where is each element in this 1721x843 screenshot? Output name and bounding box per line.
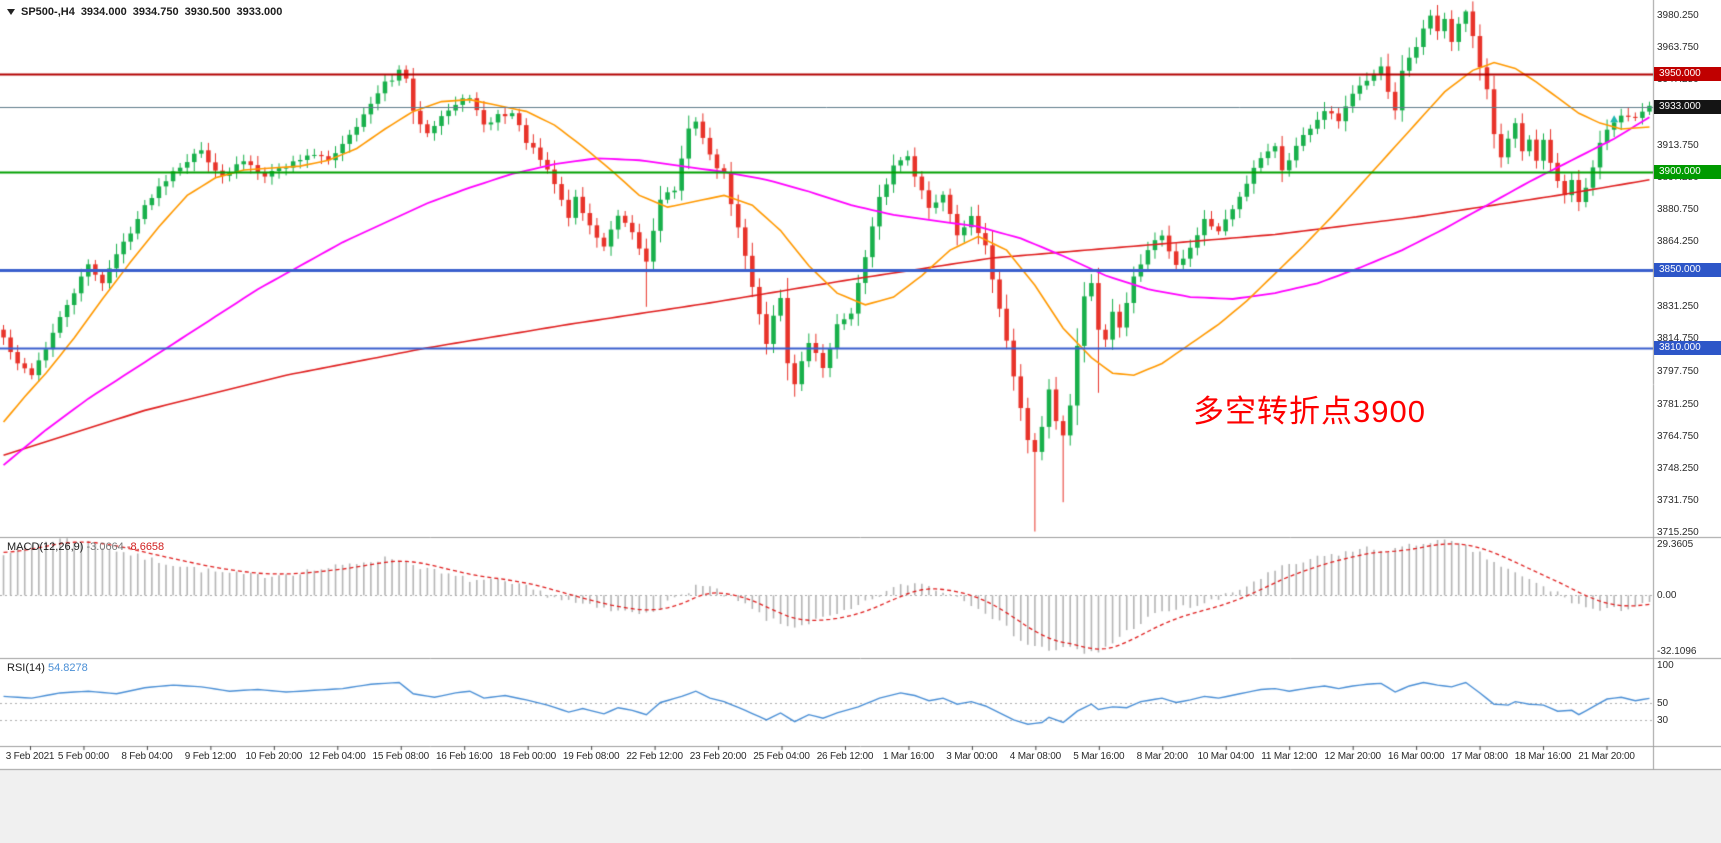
price-chart-canvas[interactable]: [0, 0, 1721, 843]
